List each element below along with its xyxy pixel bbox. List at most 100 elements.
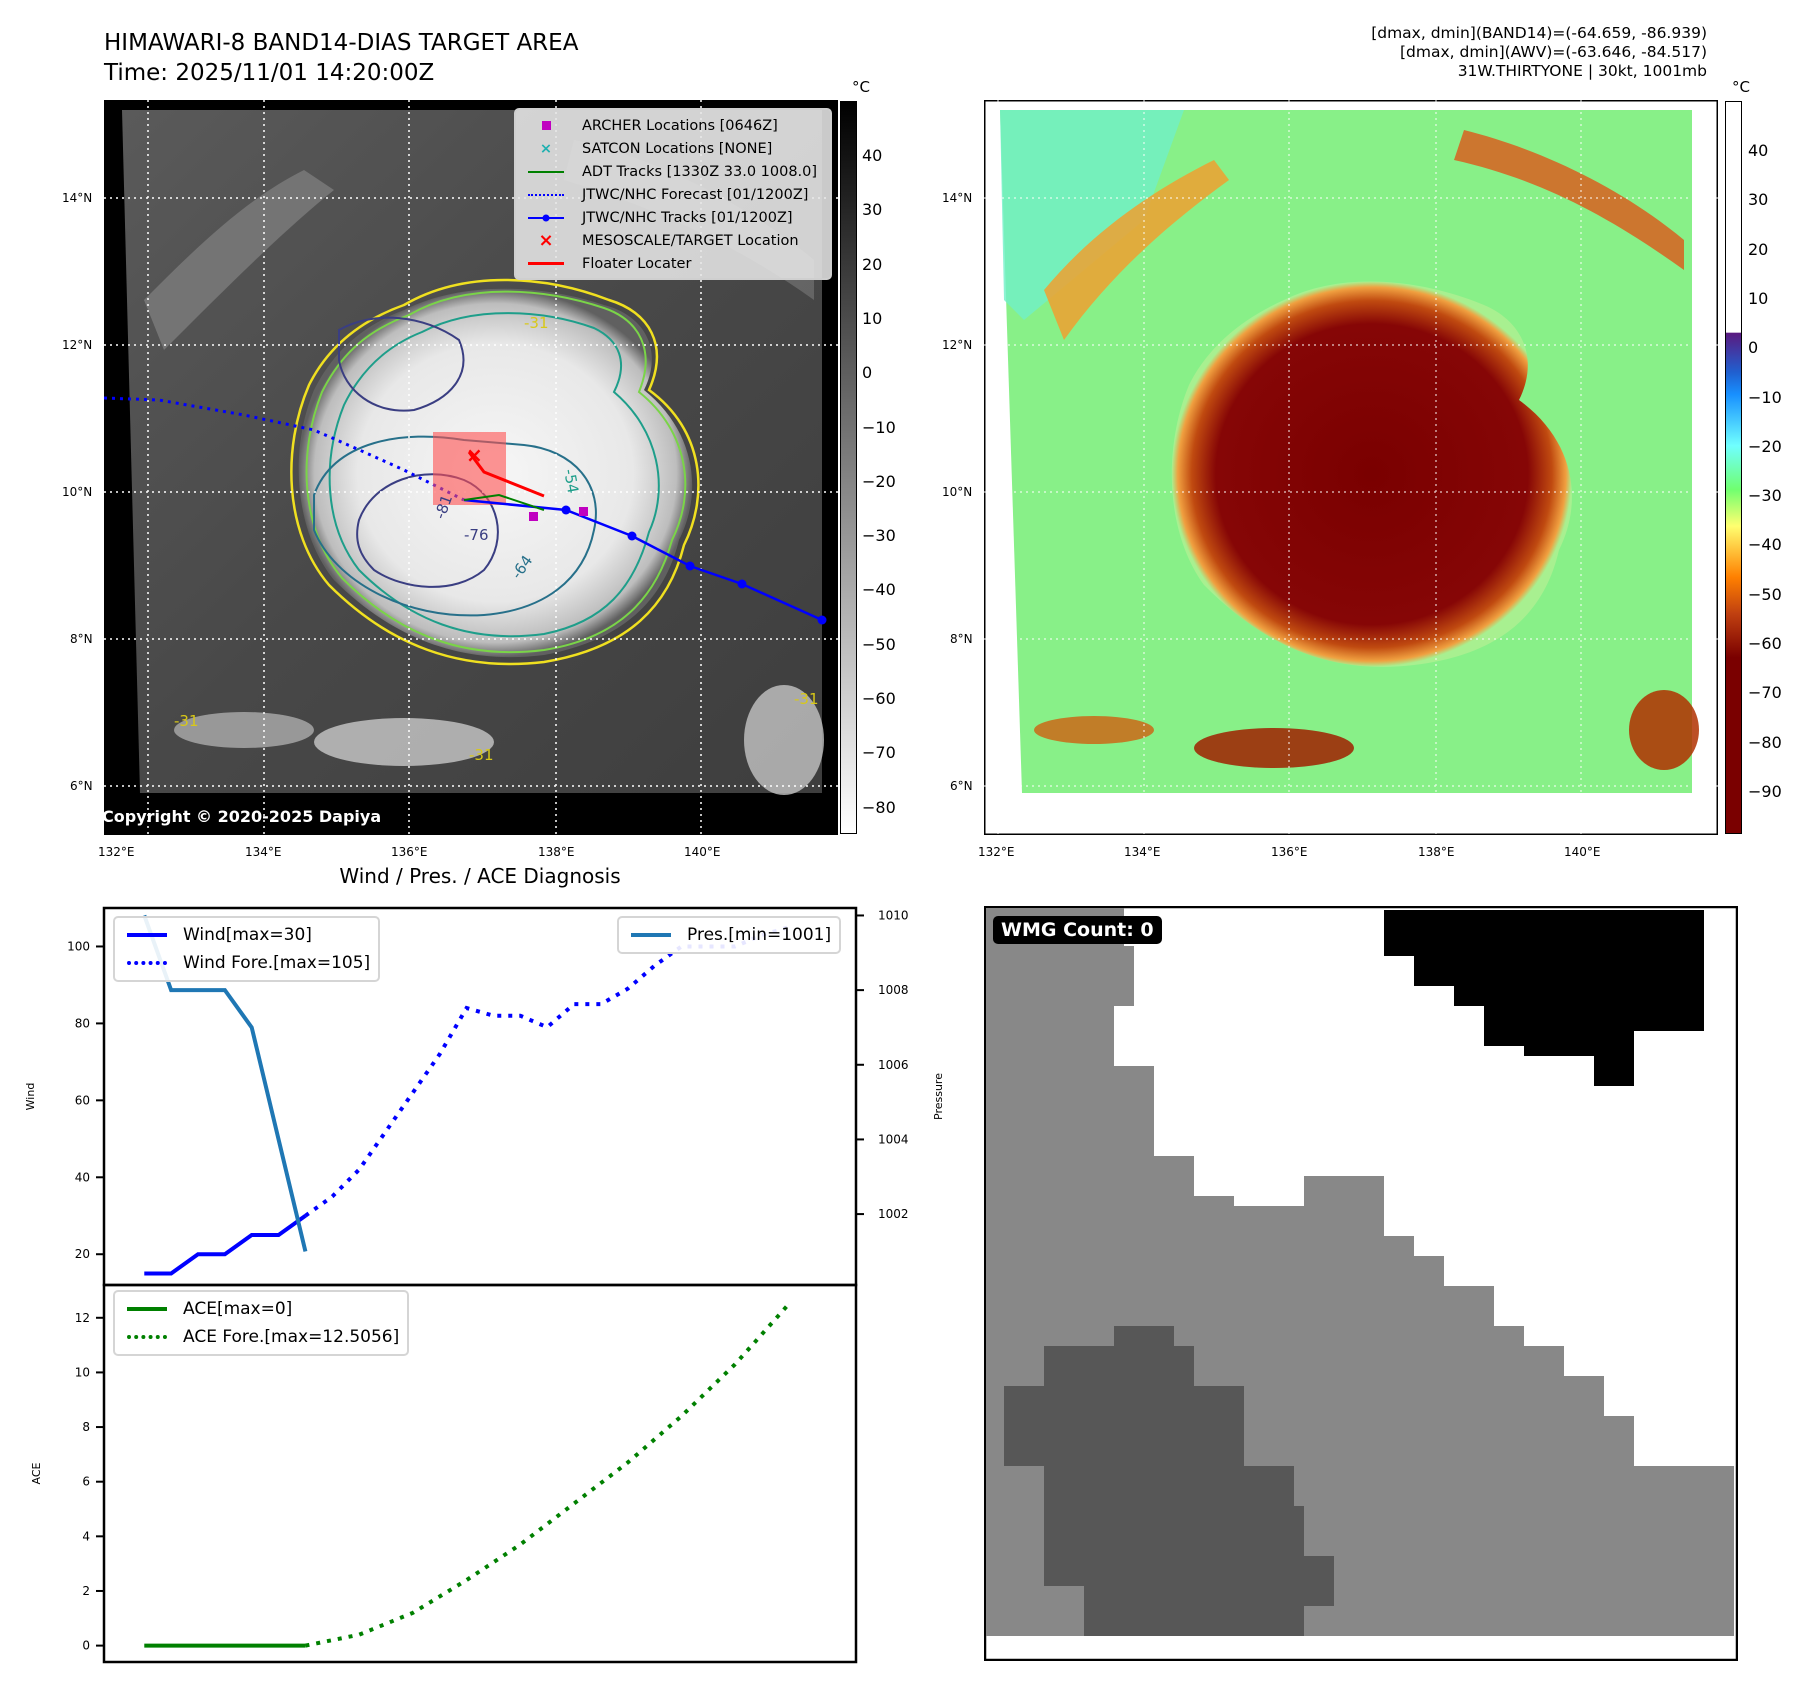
legend-item-forecast: JTWC/NHC Forecast [01/1200Z] bbox=[522, 183, 822, 206]
ace-axis-tick-label: 6 bbox=[82, 1475, 90, 1489]
colorbar-tick: −20 bbox=[862, 471, 896, 491]
contour-54 bbox=[328, 312, 660, 638]
colorbar-tick: −40 bbox=[1748, 535, 1782, 555]
lat-tick: 10°N bbox=[942, 485, 973, 499]
colorbar-tick: 40 bbox=[1748, 141, 1769, 160]
lat-tick: 6°N bbox=[70, 779, 93, 793]
pressure-axis-tick-label: 1010 bbox=[878, 908, 909, 922]
legend-label: SATCON Locations [NONE] bbox=[582, 140, 773, 157]
dotted-line-icon bbox=[528, 193, 564, 196]
line-icon bbox=[127, 1307, 167, 1311]
legend-item-wind: Wind[max=30] bbox=[123, 921, 370, 949]
wmg-dark-region bbox=[1004, 1326, 1334, 1636]
lat-tick: 12°N bbox=[942, 338, 973, 352]
stats-awv: [dmax, dmin](AWV)=(-63.646, -84.517) bbox=[1400, 43, 1707, 61]
x-marker-icon: × bbox=[538, 230, 554, 251]
legend-item-target: × MESOSCALE/TARGET Location bbox=[522, 229, 822, 252]
legend-label: ACE[max=0] bbox=[183, 1299, 293, 1319]
lon-tick: 134°E bbox=[1124, 845, 1161, 859]
wind-axis-tick-label: 100 bbox=[67, 939, 90, 953]
line-dot-icon bbox=[528, 214, 564, 221]
legend-item-adt: ADT Tracks [1330Z 33.0 1008.0] bbox=[522, 160, 822, 183]
lon-tick: 132°E bbox=[98, 845, 135, 859]
ace-plot-frame bbox=[102, 1283, 858, 1664]
lon-tick: 136°E bbox=[1271, 845, 1308, 859]
colorbar-tick: 20 bbox=[1748, 239, 1769, 259]
lat-tick: 12°N bbox=[62, 338, 93, 352]
legend-item-satcon: × SATCON Locations [NONE] bbox=[522, 137, 822, 160]
lat-tick: 8°N bbox=[70, 632, 93, 646]
legend-item-ace: ACE[max=0] bbox=[123, 1295, 399, 1323]
x-marker-icon: × bbox=[539, 140, 553, 157]
lon-tick: 132°E bbox=[978, 845, 1015, 859]
lon-tick: 134°E bbox=[245, 845, 282, 859]
legend-label: Floater Locater bbox=[582, 255, 692, 272]
colorbar-tick: −40 bbox=[862, 580, 896, 600]
dotted-line-icon bbox=[127, 1335, 167, 1339]
wind-legend: Wind[max=30] Wind Fore.[max=105] bbox=[113, 916, 381, 982]
wmg-black-region bbox=[1384, 910, 1704, 1086]
ace-legend: ACE[max=0] ACE Fore.[max=12.5056] bbox=[113, 1290, 410, 1356]
ace-axis-tick-label: 4 bbox=[82, 1529, 90, 1543]
lat-tick: 14°N bbox=[942, 191, 973, 205]
legend-label: ACE Fore.[max=12.5056] bbox=[183, 1327, 400, 1347]
legend-item-wind-forecast: Wind Fore.[max=105] bbox=[123, 949, 370, 977]
legend-label: Wind Fore.[max=105] bbox=[183, 953, 371, 973]
wind-axis-tick-label: 20 bbox=[75, 1247, 90, 1261]
legend-label: JTWC/NHC Forecast [01/1200Z] bbox=[582, 186, 809, 203]
map-legend: ARCHER Locations [0646Z] × SATCON Locatio… bbox=[514, 108, 832, 280]
colorbar-tick: −50 bbox=[862, 634, 896, 654]
colorbar-tick: −20 bbox=[1748, 436, 1782, 456]
lon-tick: 140°E bbox=[1564, 845, 1601, 859]
target-x-marker: × bbox=[466, 443, 483, 467]
pressure-axis-tick-label: 1004 bbox=[878, 1132, 909, 1146]
wind-axis-tick-label: 40 bbox=[75, 1170, 90, 1184]
wmg-count-badge: WMG Count: 0 bbox=[993, 916, 1162, 944]
stats-band14: [dmax, dmin](BAND14)=(-64.659, -86.939) bbox=[1371, 24, 1707, 42]
contour-label: -31 bbox=[524, 314, 549, 332]
colorbar-tick: −70 bbox=[862, 743, 896, 763]
contour-label: -31 bbox=[469, 746, 494, 764]
color-enhanced-map-panel bbox=[984, 100, 1718, 835]
legend-label: JTWC/NHC Tracks [01/1200Z] bbox=[582, 209, 793, 226]
contour-81 bbox=[356, 473, 499, 588]
colorbar-tick: 10 bbox=[862, 308, 883, 328]
adt-track bbox=[463, 493, 545, 511]
ace-axis-tick-label: 12 bbox=[75, 1311, 90, 1325]
legend-label: MESOSCALE/TARGET Location bbox=[582, 232, 799, 249]
stats-header: [dmax, dmin](BAND14)=(-64.659, -86.939)[… bbox=[1371, 24, 1707, 81]
archer-marker-2 bbox=[579, 507, 588, 516]
colorbar-tick: −60 bbox=[862, 689, 896, 708]
contour-31 bbox=[290, 278, 700, 666]
colorbar-tick: −80 bbox=[1748, 732, 1782, 752]
contour-label: -76 bbox=[464, 526, 489, 544]
lon-tick: 138°E bbox=[538, 845, 575, 859]
colorbar-tick: −50 bbox=[1748, 584, 1782, 604]
color-map-gridlines bbox=[984, 100, 1718, 835]
colorbar-tick: 20 bbox=[862, 254, 883, 274]
colorbar-tick: −10 bbox=[1748, 387, 1782, 407]
contour-label: -31 bbox=[794, 690, 819, 708]
legend-item-tracks: JTWC/NHC Tracks [01/1200Z] bbox=[522, 206, 822, 229]
ace-axis-tick-label: 2 bbox=[82, 1584, 90, 1598]
ace-ylabel: ACE bbox=[30, 1462, 43, 1484]
colorbar-tick: −90 bbox=[1748, 781, 1782, 801]
colorbar-tick: −70 bbox=[1748, 683, 1782, 703]
title-time: Time: 2025/11/01 14:20:00Z bbox=[104, 60, 435, 86]
lat-tick: 8°N bbox=[950, 632, 973, 646]
dotted-line-icon bbox=[127, 961, 167, 965]
colorbar-tick: −80 bbox=[862, 797, 896, 817]
pressure-axis-tick-label: 1002 bbox=[878, 1207, 909, 1221]
copyright-label: Copyright © 2020-2025 Dapiya bbox=[102, 807, 382, 826]
contour-64 bbox=[313, 435, 597, 617]
wmg-panel bbox=[984, 906, 1738, 1661]
ace-axis-tick-label: 8 bbox=[82, 1420, 90, 1434]
pressure-axis-tick-label: 1006 bbox=[878, 1058, 909, 1072]
map-gridlines bbox=[104, 100, 838, 835]
wind-line bbox=[144, 1214, 307, 1276]
legend-item-archer: ARCHER Locations [0646Z] bbox=[522, 114, 822, 137]
line-icon bbox=[127, 933, 167, 937]
lat-tick: 6°N bbox=[950, 779, 973, 793]
colorbar-tick: 0 bbox=[862, 363, 873, 383]
legend-item-ace-forecast: ACE Fore.[max=12.5056] bbox=[123, 1323, 399, 1351]
